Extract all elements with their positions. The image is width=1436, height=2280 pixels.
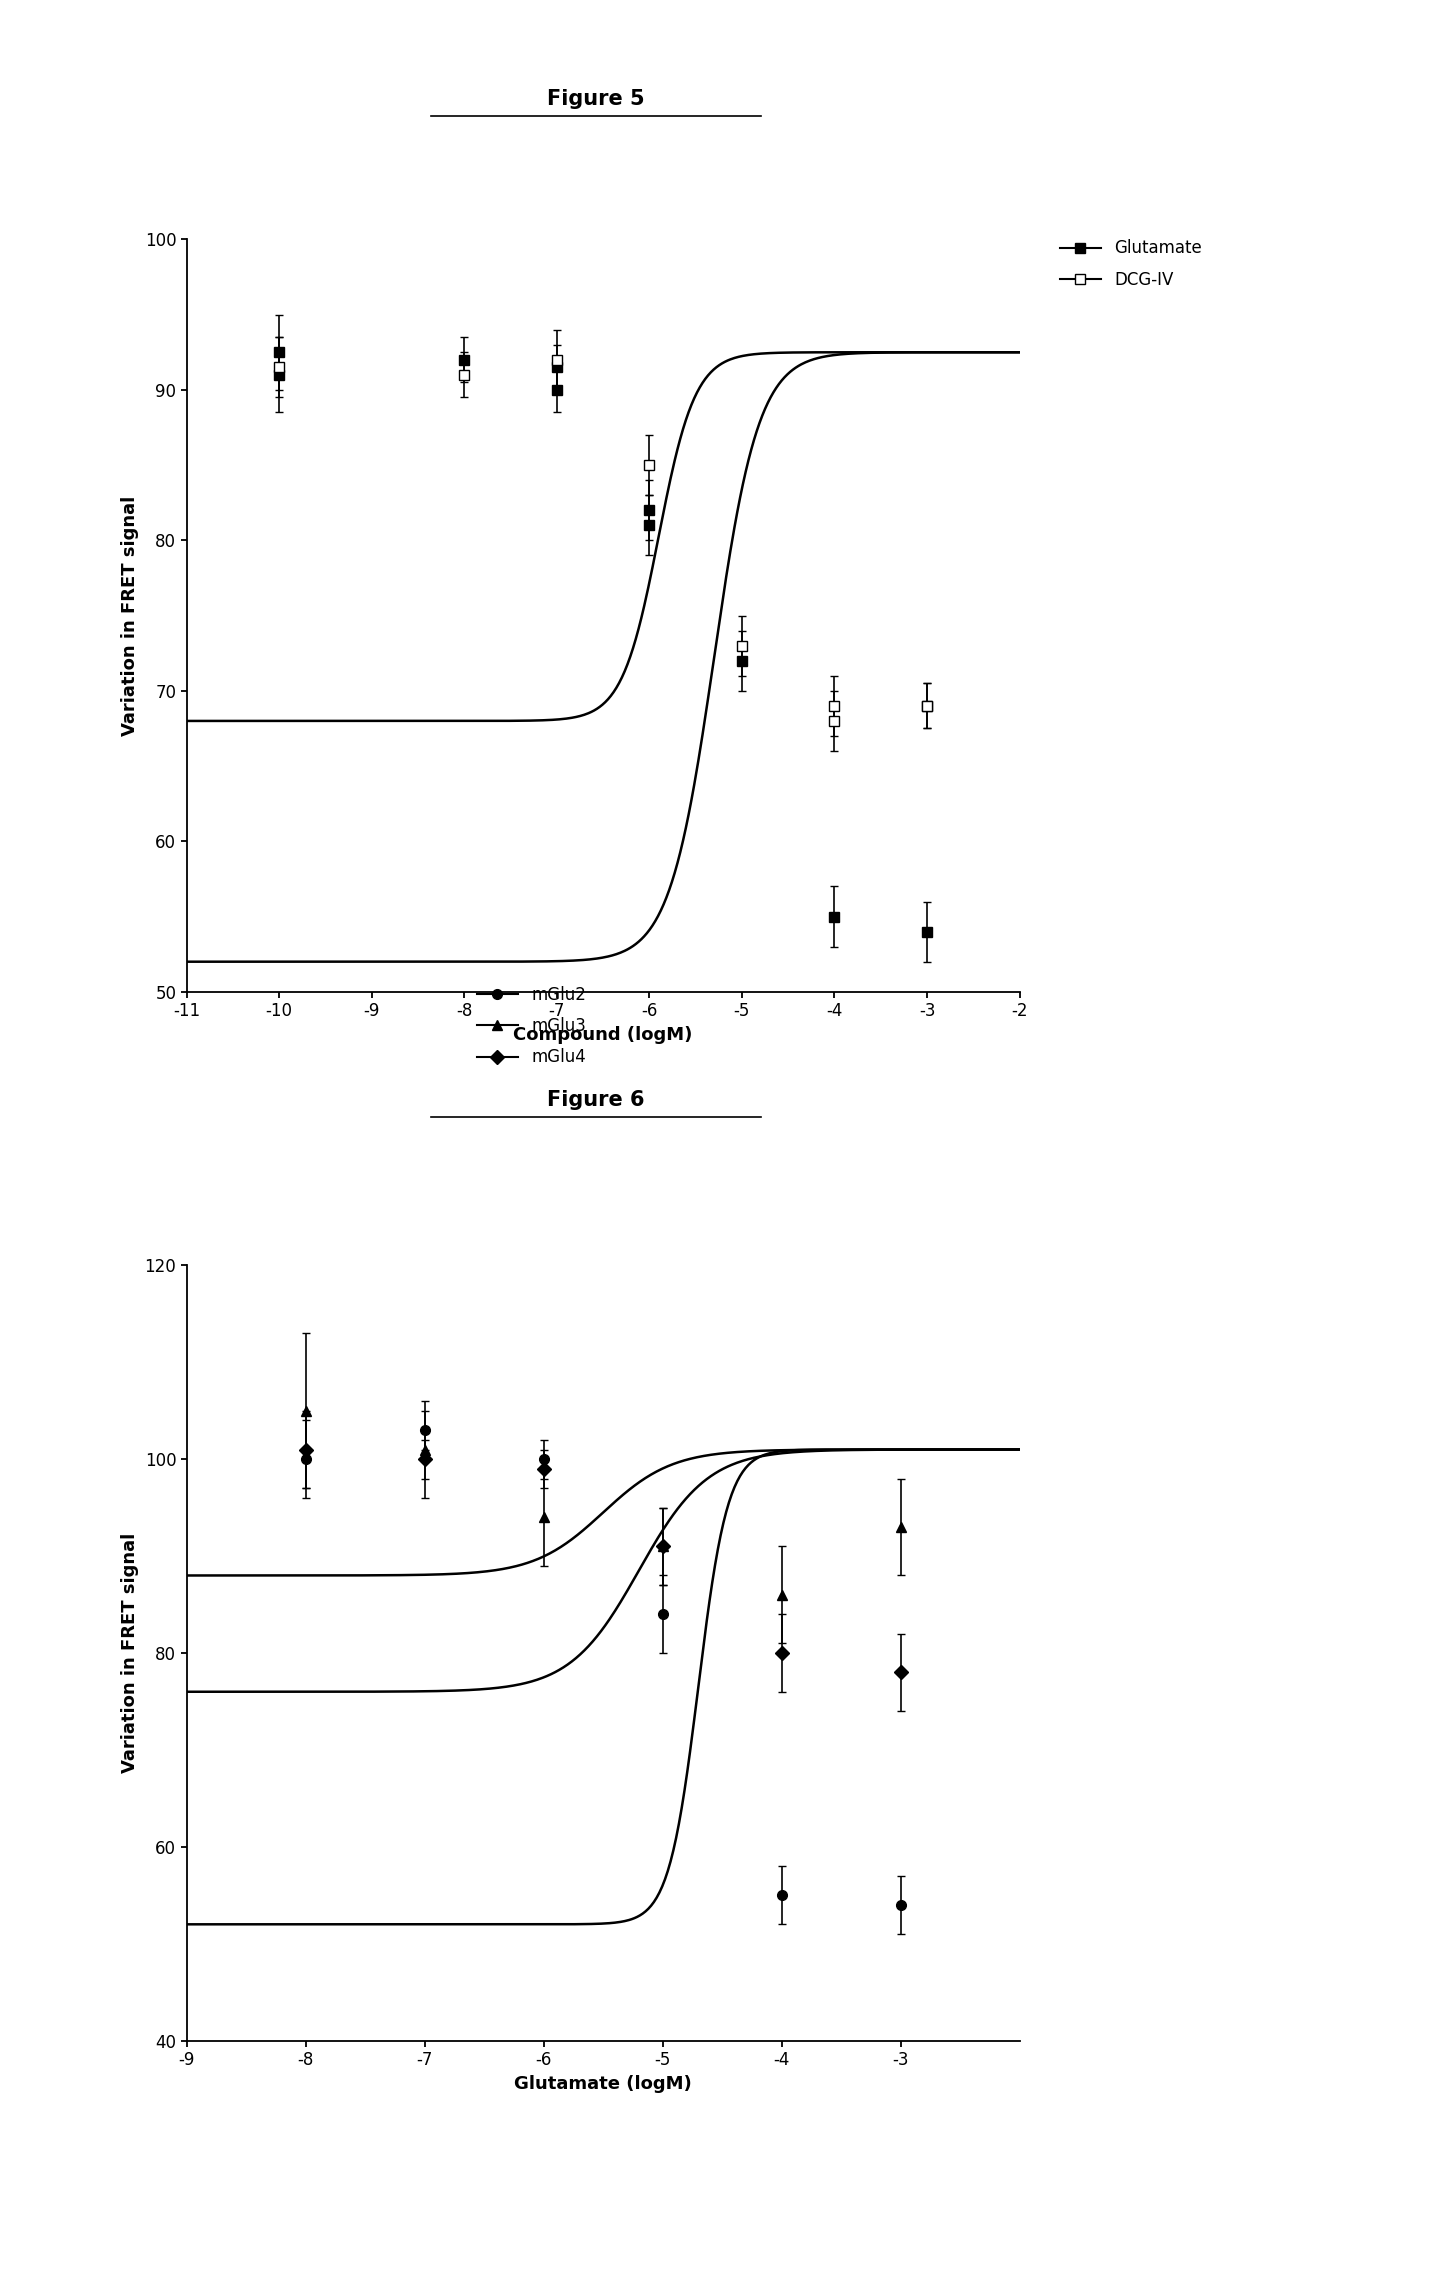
Legend: mGlu2, mGlu3, mGlu4: mGlu2, mGlu3, mGlu4 xyxy=(470,978,593,1074)
Text: Figure 6: Figure 6 xyxy=(547,1090,645,1110)
X-axis label: Glutamate (logM): Glutamate (logM) xyxy=(514,2075,692,2093)
Text: Figure 5: Figure 5 xyxy=(547,89,645,109)
Legend: Glutamate, DCG-IV: Glutamate, DCG-IV xyxy=(1053,233,1209,296)
X-axis label: Compound (logM): Compound (logM) xyxy=(514,1026,692,1044)
Y-axis label: Variation in FRET signal: Variation in FRET signal xyxy=(121,495,139,736)
Y-axis label: Variation in FRET signal: Variation in FRET signal xyxy=(121,1532,139,1774)
